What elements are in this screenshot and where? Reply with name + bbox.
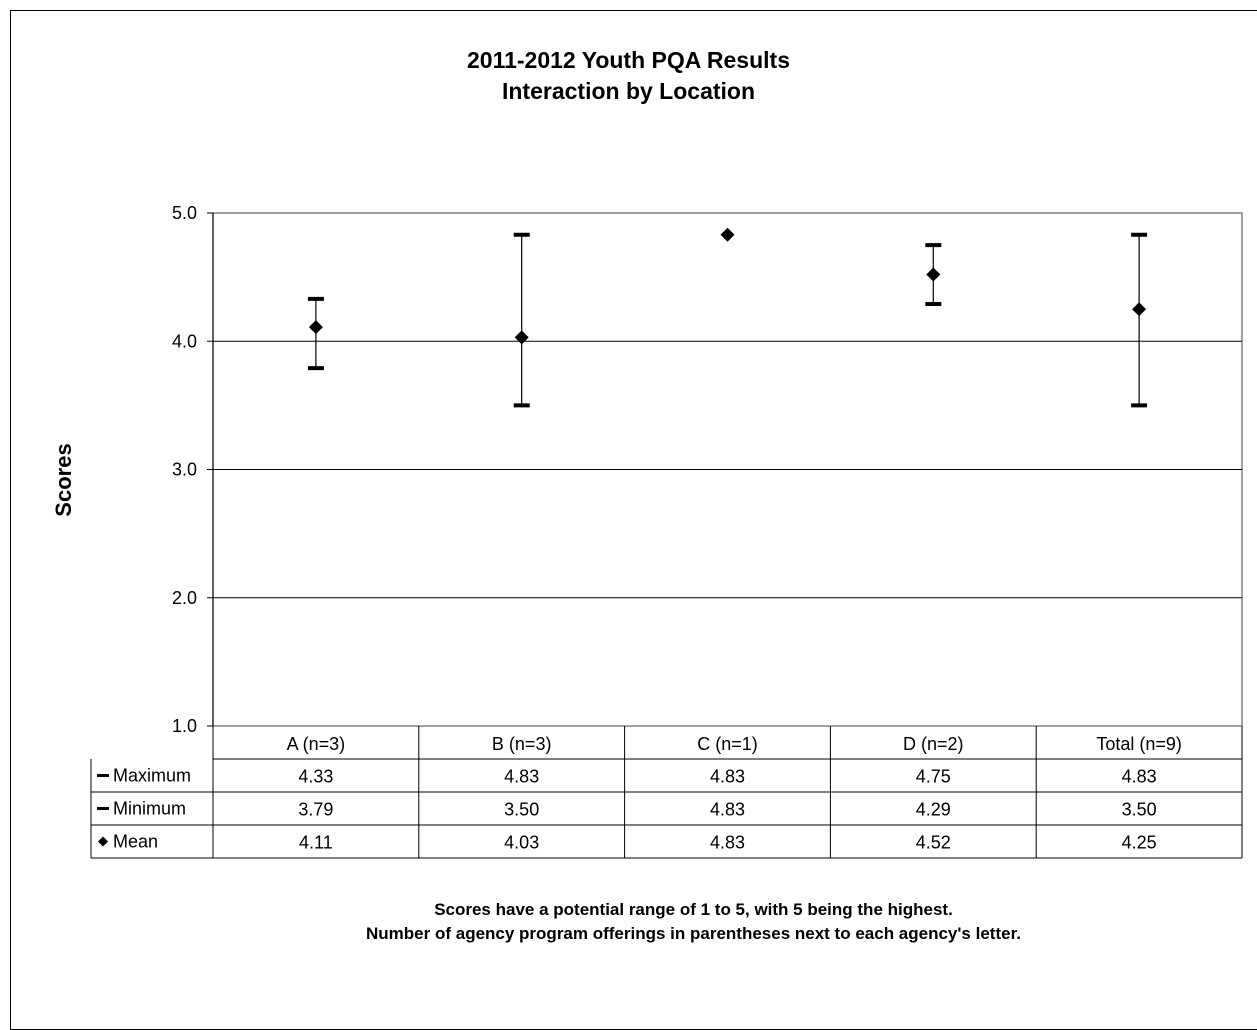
data-value: 4.75 xyxy=(916,767,951,787)
legend-label: Minimum xyxy=(113,799,186,819)
data-value: 4.29 xyxy=(916,800,951,820)
category-label: A (n=3) xyxy=(287,734,346,754)
data-value: 4.83 xyxy=(710,833,745,853)
y-tick-label: 2.0 xyxy=(172,588,197,608)
mean-marker xyxy=(514,330,529,345)
category-label: D (n=2) xyxy=(903,734,964,754)
data-value: 4.03 xyxy=(504,833,539,853)
footnote-range: Scores have a potential range of 1 to 5,… xyxy=(434,900,953,919)
legend-key-diamond xyxy=(98,836,108,847)
chart-subtitle: Interaction by Location xyxy=(501,78,756,104)
chart-title: 2011-2012 Youth PQA Results xyxy=(467,47,790,73)
y-tick-label: 1.0 xyxy=(172,716,197,736)
data-value: 4.25 xyxy=(1122,833,1157,853)
mean-marker xyxy=(720,227,735,242)
footnote-offerings: Number of agency program offerings in pa… xyxy=(366,924,1021,943)
data-value: 3.50 xyxy=(1122,800,1157,820)
data-value: 4.52 xyxy=(916,833,951,853)
data-value: 4.83 xyxy=(504,767,539,787)
category-label: Total (n=9) xyxy=(1096,734,1182,754)
y-tick-label: 4.0 xyxy=(172,331,197,351)
data-value: 4.83 xyxy=(710,767,745,787)
data-value: 3.79 xyxy=(298,800,333,820)
data-value: 3.50 xyxy=(504,800,539,820)
data-value: 4.11 xyxy=(299,833,333,853)
y-tick-label: 5.0 xyxy=(172,203,197,223)
data-value: 4.83 xyxy=(710,800,745,820)
data-value: 4.83 xyxy=(1122,767,1157,787)
legend-label: Mean xyxy=(113,832,158,852)
category-label: C (n=1) xyxy=(697,734,758,754)
legend-label: Maximum xyxy=(113,766,191,786)
y-tick-label: 3.0 xyxy=(172,460,197,480)
category-label: B (n=3) xyxy=(492,734,552,754)
data-value: 4.33 xyxy=(298,767,333,787)
mean-marker xyxy=(308,320,323,335)
mean-marker xyxy=(1132,302,1147,317)
mean-marker xyxy=(926,267,941,282)
